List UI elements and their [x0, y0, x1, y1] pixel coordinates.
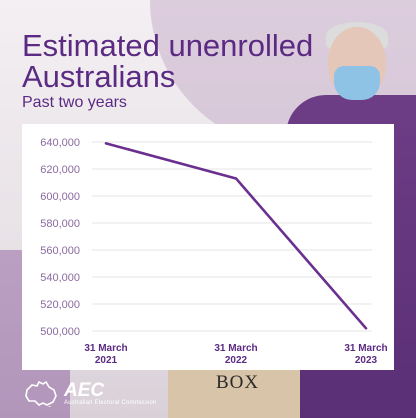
y-tick-label: 620,000 [40, 164, 80, 176]
background-face-mask [334, 66, 380, 100]
background-ballot-box [168, 368, 300, 418]
ballot-box-label: BOX [216, 372, 260, 393]
x-tick-label: 31 March [214, 343, 257, 354]
australia-map-icon [25, 381, 57, 407]
x-tick-label: 31 March [344, 343, 387, 354]
logo-full-name: Australian Electoral Commission [64, 400, 157, 406]
series-line [104, 142, 368, 330]
y-tick-label: 580,000 [40, 218, 80, 230]
chart-subtitle: Past two years [22, 94, 127, 111]
y-tick-label: 560,000 [40, 245, 80, 257]
y-tick-label: 600,000 [40, 191, 80, 203]
logo-abbreviation: AEC [64, 380, 105, 401]
aec-logo: AEC Australian Electoral Commission [24, 381, 157, 407]
x-tick-label: 2022 [225, 355, 248, 366]
y-tick-label: 500,000 [40, 326, 80, 338]
x-tick-label: 2021 [95, 355, 118, 366]
x-tick-label: 31 March [84, 343, 127, 354]
y-tick-label: 640,000 [40, 137, 80, 149]
line-chart: 640,000 620,000 600,000 580,000 560,000 540,0… [40, 137, 387, 366]
chart-card: 640,000 620,000 600,000 580,000 560,000 540,0… [22, 124, 394, 370]
x-tick-label: 2023 [355, 355, 378, 366]
chart-title: Estimated unenrolled Australians [22, 28, 314, 94]
y-tick-label: 540,000 [40, 272, 80, 284]
y-tick-label: 520,000 [40, 299, 80, 311]
title-block: Estimated unenrolled Australians Past tw… [22, 30, 332, 112]
